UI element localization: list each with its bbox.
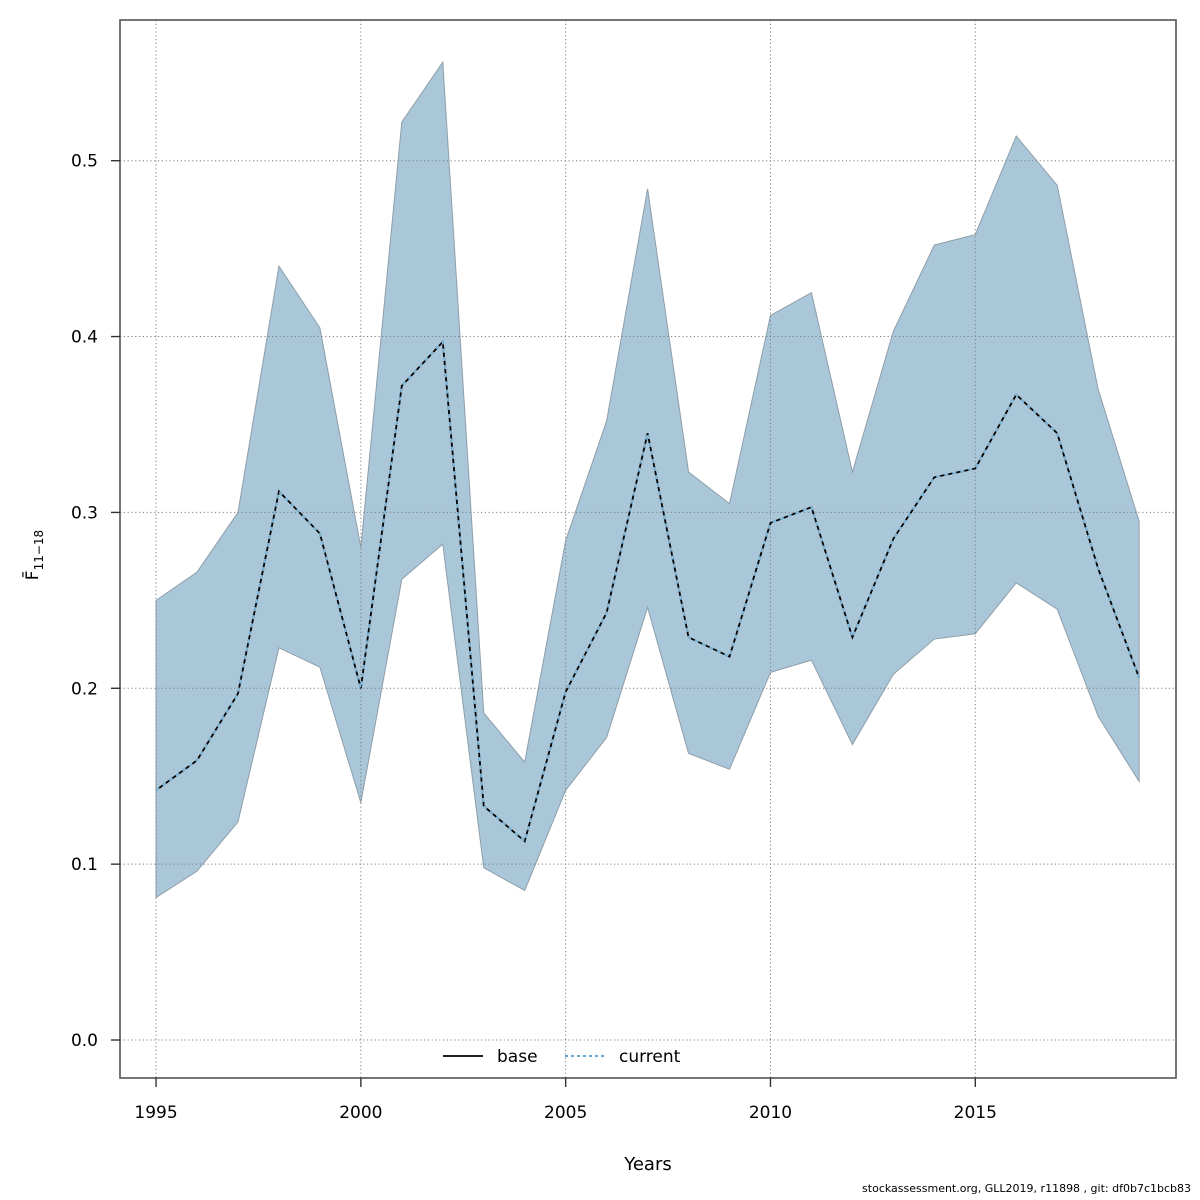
series-layer xyxy=(155,339,1140,843)
axis-ticks-layer xyxy=(111,159,976,1087)
legend-current-label: current xyxy=(619,1047,681,1067)
y-tick-label: 0.1 xyxy=(71,855,98,875)
y-axis-title-subscript: 11−18 xyxy=(32,530,46,571)
confidence-band-layer xyxy=(155,60,1140,899)
footer-attribution: stockassessment.org, GLL2019, r11898 , g… xyxy=(862,1182,1191,1195)
gridlines-layer xyxy=(120,20,1176,1078)
plot-border xyxy=(119,19,1177,1079)
y-axis-title-main: F̄ xyxy=(21,570,43,580)
current-line xyxy=(155,339,1140,843)
y-tick-label: 0.4 xyxy=(71,328,98,348)
y-tick-label: 0.3 xyxy=(71,503,98,523)
x-tick-label: 2000 xyxy=(339,1103,382,1123)
x-tick-label: 2005 xyxy=(544,1103,587,1123)
x-tick-label: 1995 xyxy=(134,1103,177,1123)
x-tick-label: 2010 xyxy=(749,1103,792,1123)
confidence-band xyxy=(155,60,1140,899)
axis-tick-labels-layer: 1995 2000 2005 2010 2015 0.0 0.1 0.2 0.3 0.4 0.5 xyxy=(71,152,997,1123)
y-tick-label: 0.0 xyxy=(71,1031,98,1051)
y-axis-title: F̄11−18 xyxy=(21,530,46,580)
y-tick-label: 0.5 xyxy=(71,152,98,172)
legend: base current xyxy=(443,1047,681,1067)
y-tick-label: 0.2 xyxy=(71,679,98,699)
x-tick-label: 2015 xyxy=(954,1103,997,1123)
x-axis-title: Years xyxy=(623,1154,672,1175)
legend-base-label: base xyxy=(497,1047,538,1067)
